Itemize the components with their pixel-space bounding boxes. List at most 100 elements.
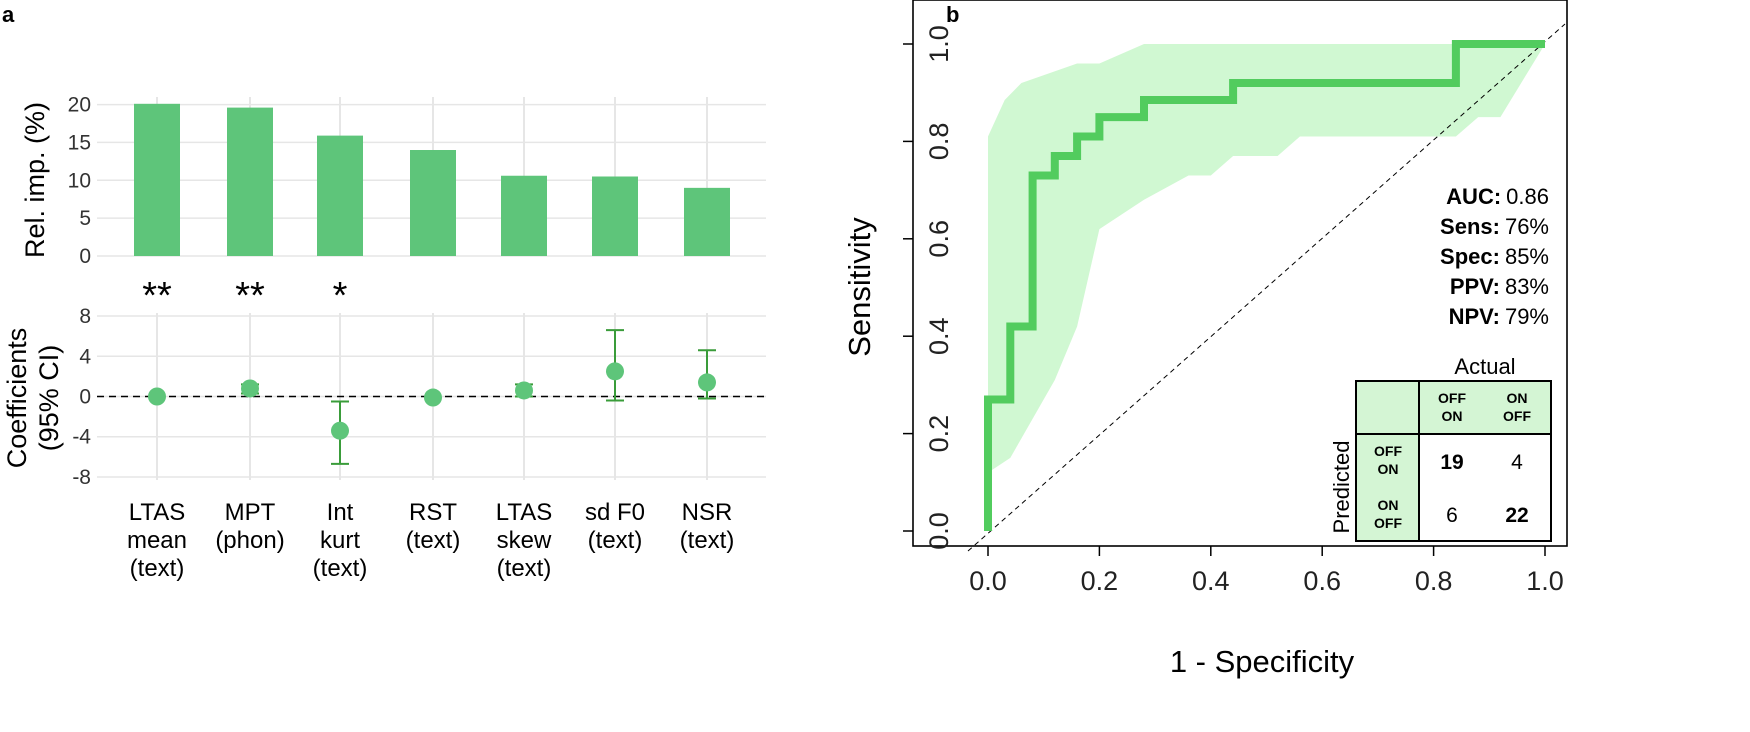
category-label-1-line-0: MPT: [225, 499, 276, 526]
category-label-5: sd F0 (text): [585, 499, 645, 554]
coef-y-tick-4: -8: [72, 466, 91, 489]
coefficient-chart: 840-4-8 Coefficients (95% CI) LTAS mean (t…: [2, 305, 766, 582]
roc-x-tick-5: 1.0: [1526, 566, 1564, 596]
cm-col2-header-bottom: OFF: [1503, 408, 1531, 424]
bar-4: [501, 175, 547, 256]
category-label-3-line-1: (text): [406, 527, 461, 554]
roc-curve: [984, 40, 1545, 531]
coef-y-tick-1: 4: [79, 345, 91, 368]
category-label-3-line-0: RST: [409, 499, 457, 526]
coef-point-4: [515, 381, 533, 400]
category-label-5-line-0: sd F0: [585, 499, 645, 526]
significance-1: **: [235, 275, 265, 317]
confusion-matrix: Actual Predicted OFF ON ON OFF OFF ON ON…: [1329, 354, 1552, 542]
significance-2: *: [333, 275, 348, 317]
bar-y-tick-1: 5: [79, 207, 91, 230]
category-label-2-line-0: Int: [327, 499, 354, 526]
panel-label-b: b: [946, 2, 959, 27]
category-label-6-line-0: NSR: [682, 499, 733, 526]
category-label-4-line-1: skew: [497, 527, 552, 554]
bar-3: [410, 150, 456, 256]
category-label-4-line-2: (text): [497, 555, 552, 582]
category-label-4-line-0: LTAS: [496, 499, 552, 526]
significance-0: **: [142, 275, 172, 317]
category-label-5-line-1: (text): [588, 527, 643, 554]
cm-cell-on-off: 6: [1446, 504, 1458, 527]
cm-actual-label: Actual: [1454, 354, 1515, 379]
cm-col2-header-top: ON: [1507, 390, 1528, 406]
roc-x-tick-1: 0.2: [1081, 566, 1119, 596]
roc-y-tick-3: 0.6: [924, 220, 954, 258]
coef-y-tick-3: -4: [72, 426, 91, 449]
bar-6: [684, 187, 730, 256]
category-label-6-line-1: (text): [680, 527, 735, 554]
bar-y-tick-3: 15: [68, 131, 91, 154]
chance-diagonal: [967, 23, 1566, 552]
category-label-6: NSR (text): [680, 499, 735, 554]
category-label-1-line-1: (phon): [215, 527, 284, 554]
cm-header-fill: [1356, 381, 1551, 434]
coefficient-marks: [148, 329, 716, 465]
cm-row2-header-top: ON: [1378, 497, 1399, 513]
category-label-0: LTAS mean (text): [127, 499, 187, 582]
roc-y-tick-2: 0.4: [924, 317, 954, 355]
cm-col1-header-bottom: ON: [1442, 408, 1463, 424]
bar-y-axis-title: Rel. imp. (%): [20, 102, 50, 258]
roc-x-axis-title: 1 - Specificity: [1170, 644, 1355, 679]
cm-cell-off-off: 19: [1440, 451, 1463, 474]
bar-1: [227, 107, 273, 256]
roc-x-tick-3: 0.6: [1303, 566, 1341, 596]
roc-y-tick-5: 1.0: [924, 25, 954, 63]
cm-cell-off-on: 4: [1511, 451, 1523, 474]
cm-border: [1355, 380, 1552, 542]
bar-y-tick-0: 0: [79, 245, 91, 268]
cm-row1-header-bottom: ON: [1378, 461, 1399, 477]
roc-x-tick-2: 0.4: [1192, 566, 1230, 596]
category-label-3: RST (text): [406, 499, 461, 554]
bar-5: [592, 176, 638, 256]
panel-label-a: a: [2, 2, 15, 27]
bar-marks: [134, 103, 730, 256]
category-label-2-line-2: (text): [313, 555, 368, 582]
cm-row1-header-top: OFF: [1374, 443, 1402, 459]
stat-sens: Sens: 76%: [1440, 214, 1549, 239]
coef-point-0: [148, 387, 166, 406]
roc-y-tick-4: 0.8: [924, 123, 954, 161]
category-label-2: Int kurt (text): [313, 499, 368, 582]
category-label-0-line-0: LTAS: [129, 499, 185, 526]
roc-plot-frame: [912, 0, 1568, 547]
coef-point-5: [606, 362, 624, 381]
cm-rowheader-fill: [1356, 434, 1419, 541]
coef-y-axis-title-line2: (95% CI): [34, 345, 64, 452]
roc-x-tick-0: 0.0: [969, 566, 1007, 596]
category-label-2-line-1: kurt: [320, 527, 360, 554]
bar-y-tick-2: 10: [68, 169, 91, 192]
cm-cell-on-on: 22: [1505, 504, 1528, 527]
coef-y-axis-title-line1: Coefficients: [2, 328, 32, 469]
stat-auc: AUC: 0.86: [1446, 184, 1549, 209]
roc-confidence-band: [988, 44, 1545, 531]
category-labels: LTAS mean (text)MPT (phon)Int kurt (text)RST(…: [127, 499, 734, 582]
roc-x-tick-4: 0.8: [1415, 566, 1453, 596]
bar-0: [134, 103, 180, 256]
bar-2: [317, 135, 363, 256]
coef-point-1: [241, 379, 259, 398]
cm-predicted-label: Predicted: [1329, 441, 1354, 534]
coef-point-3: [424, 388, 442, 407]
category-label-0-line-1: mean: [127, 527, 187, 554]
roc-y-tick-0: 0.0: [924, 512, 954, 550]
stat-npv: NPV: 79%: [1449, 304, 1549, 329]
cm-col1-header-top: OFF: [1438, 390, 1466, 406]
roc-y-axis-title: Sensitivity: [842, 217, 877, 357]
coef-y-tick-0: 8: [79, 305, 91, 328]
coef-point-6: [698, 373, 716, 392]
coefficient-y-ticks: 8 4 0 -4 -8: [72, 305, 91, 489]
roc-x-ticks: 0.0 0.2 0.4 0.6 0.8 1.0: [969, 546, 1564, 596]
roc-chart: 0.0 0.2 0.4 0.6 0.8 1.0 0.0 0.2 0.4 0.6 0.8 1.0 1 …: [842, 0, 1568, 679]
cm-row2-header-bottom: OFF: [1374, 515, 1402, 531]
coef-point-2: [331, 421, 349, 440]
category-label-0-line-2: (text): [130, 555, 185, 582]
stat-spec: Spec: 85%: [1440, 244, 1549, 269]
